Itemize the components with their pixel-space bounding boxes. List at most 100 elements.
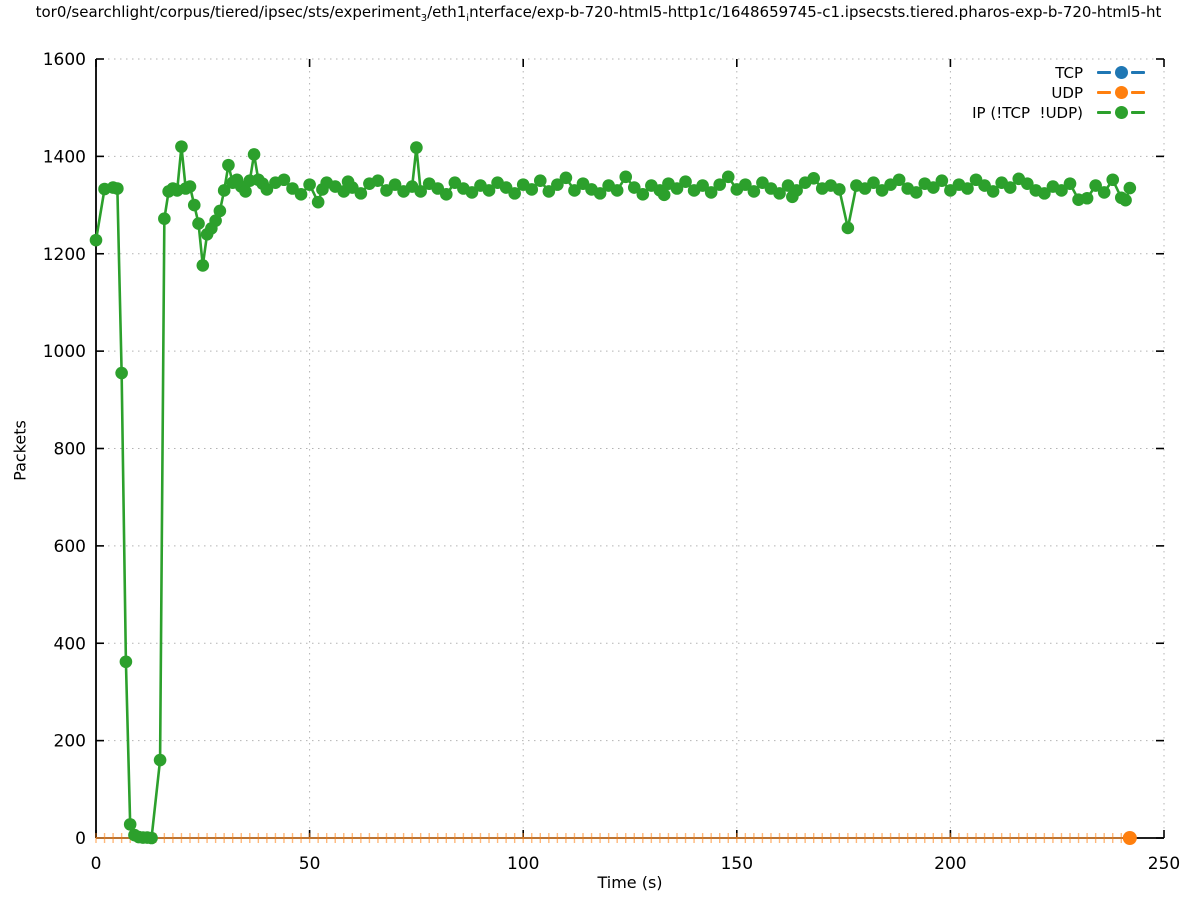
data-point (568, 184, 581, 197)
data-point (679, 175, 692, 188)
legend-marker-ip-icon (1097, 106, 1145, 119)
data-point (833, 183, 846, 196)
gridlines (96, 58, 1165, 838)
x-tick-label: 100 (507, 854, 539, 874)
chart-title-text: tor0/searchlight/corpus/tiered/ipsec/sts… (35, 3, 421, 21)
data-point (892, 173, 906, 187)
data-point (627, 181, 641, 194)
data-point (1089, 179, 1102, 192)
udp-end-point (1122, 831, 1137, 845)
data-point (961, 182, 974, 195)
y-tick-label: 200 (54, 732, 86, 752)
data-point (657, 188, 671, 202)
data-point (303, 178, 316, 191)
legend-item-udp: UDP (1051, 83, 1145, 102)
data-point (1055, 184, 1068, 197)
data-point (217, 184, 231, 197)
data-point (371, 174, 385, 188)
y-tick-label: 1600 (43, 50, 86, 70)
data-point (525, 183, 539, 196)
data-point (183, 180, 197, 193)
data-point (696, 179, 709, 192)
data-point (354, 187, 368, 200)
data-point (1119, 193, 1132, 207)
data-point (247, 148, 261, 161)
data-point (145, 831, 158, 845)
data-point (542, 185, 556, 198)
data-point (1123, 181, 1137, 195)
y-tick-label: 1200 (43, 245, 86, 265)
data-point (533, 174, 547, 188)
y-tick-label: 400 (54, 634, 86, 654)
y-tick-label: 0 (75, 829, 86, 849)
data-point (704, 186, 718, 199)
data-point (153, 753, 167, 767)
data-point (551, 178, 564, 191)
data-point (213, 204, 227, 218)
data-point (508, 187, 521, 200)
legend-label-tcp: TCP (1055, 63, 1083, 82)
data-point (482, 184, 496, 197)
data-point (909, 186, 923, 199)
data-point (721, 170, 735, 184)
y-tick-label: 600 (54, 537, 86, 557)
data-point (111, 182, 124, 195)
y-tick-label: 1400 (43, 147, 86, 167)
data-point (115, 366, 128, 380)
data-point (619, 170, 633, 184)
data-point (841, 221, 855, 235)
tick-labels: 0 50 100 150 200 250 0 200 400 600 800 1000 1200 1400… (43, 50, 1180, 874)
data-point (927, 181, 940, 194)
data-point (89, 233, 103, 247)
data-point (713, 178, 727, 191)
data-point (123, 818, 137, 831)
legend-marker-udp-icon (1097, 86, 1145, 99)
data-point (670, 182, 684, 195)
legend-item-ip: IP (!TCP !UDP) (972, 103, 1145, 122)
data-point (1106, 173, 1120, 187)
x-tick-label: 150 (721, 854, 753, 874)
data-point (807, 171, 820, 185)
data-point (1003, 181, 1017, 194)
data-point (196, 259, 210, 272)
data-point (986, 185, 1000, 198)
data-point (260, 183, 274, 196)
x-axis-title: Time (s) (597, 873, 663, 892)
series-udp (95, 831, 1137, 845)
data-point (209, 214, 222, 227)
data-point (175, 140, 188, 153)
chart-title-text: /eth1 (427, 3, 467, 21)
data-point (867, 176, 880, 189)
data-point (773, 187, 786, 200)
x-tick-label: 0 (91, 854, 102, 874)
x-tick-label: 250 (1148, 854, 1180, 874)
data-point (1063, 177, 1077, 190)
series-ip (89, 140, 1137, 845)
data-point (277, 173, 291, 187)
data-point (739, 178, 752, 191)
data-point (440, 188, 453, 201)
legend-label-ip: IP (!TCP !UDP) (972, 103, 1083, 122)
data-point (388, 178, 402, 191)
data-point (187, 198, 201, 212)
data-point (192, 217, 205, 230)
data-point (222, 158, 235, 172)
data-point (790, 184, 803, 197)
chart-title-subscript: 3 (420, 13, 428, 24)
data-point (239, 185, 252, 198)
y-axis-title: Packets (10, 420, 30, 481)
data-point (559, 171, 573, 185)
data-point (1097, 186, 1111, 199)
y-tick-label: 800 (54, 440, 86, 460)
chart-title-text: nterface/exp-b-720-html5-http1c/16486597… (469, 3, 1162, 21)
data-point (1020, 177, 1034, 190)
y-tick-label: 1000 (43, 342, 86, 362)
x-tick-label: 50 (299, 854, 321, 874)
data-point (119, 655, 133, 669)
legend-marker-tcp-icon (1097, 66, 1145, 79)
data-point (1038, 187, 1051, 200)
data-point (636, 188, 650, 201)
chart-title: tor0/searchlight/corpus/tiered/ipsec/sts… (36, 3, 1162, 28)
data-point (311, 195, 325, 209)
